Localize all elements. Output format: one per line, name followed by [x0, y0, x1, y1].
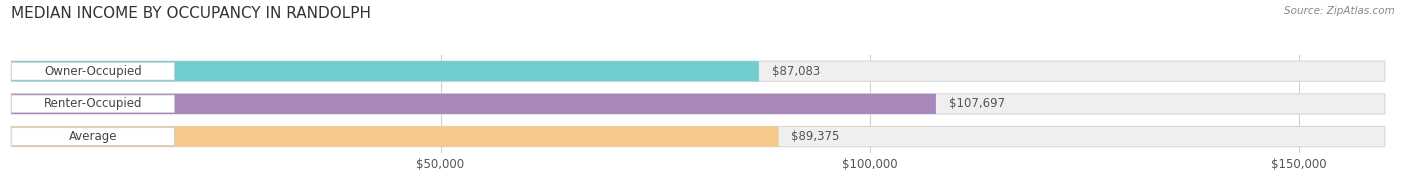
- Text: Owner-Occupied: Owner-Occupied: [44, 65, 142, 78]
- FancyBboxPatch shape: [11, 94, 936, 114]
- FancyBboxPatch shape: [11, 61, 759, 81]
- FancyBboxPatch shape: [11, 95, 174, 113]
- Text: Source: ZipAtlas.com: Source: ZipAtlas.com: [1284, 6, 1395, 16]
- FancyBboxPatch shape: [11, 62, 174, 80]
- FancyBboxPatch shape: [11, 94, 1385, 114]
- FancyBboxPatch shape: [11, 126, 779, 147]
- FancyBboxPatch shape: [11, 128, 174, 145]
- Text: $89,375: $89,375: [792, 130, 839, 143]
- Text: $107,697: $107,697: [949, 97, 1005, 110]
- Text: MEDIAN INCOME BY OCCUPANCY IN RANDOLPH: MEDIAN INCOME BY OCCUPANCY IN RANDOLPH: [11, 6, 371, 21]
- FancyBboxPatch shape: [11, 126, 1385, 147]
- FancyBboxPatch shape: [11, 61, 1385, 81]
- Text: Average: Average: [69, 130, 117, 143]
- Text: Renter-Occupied: Renter-Occupied: [44, 97, 142, 110]
- Text: $87,083: $87,083: [772, 65, 820, 78]
